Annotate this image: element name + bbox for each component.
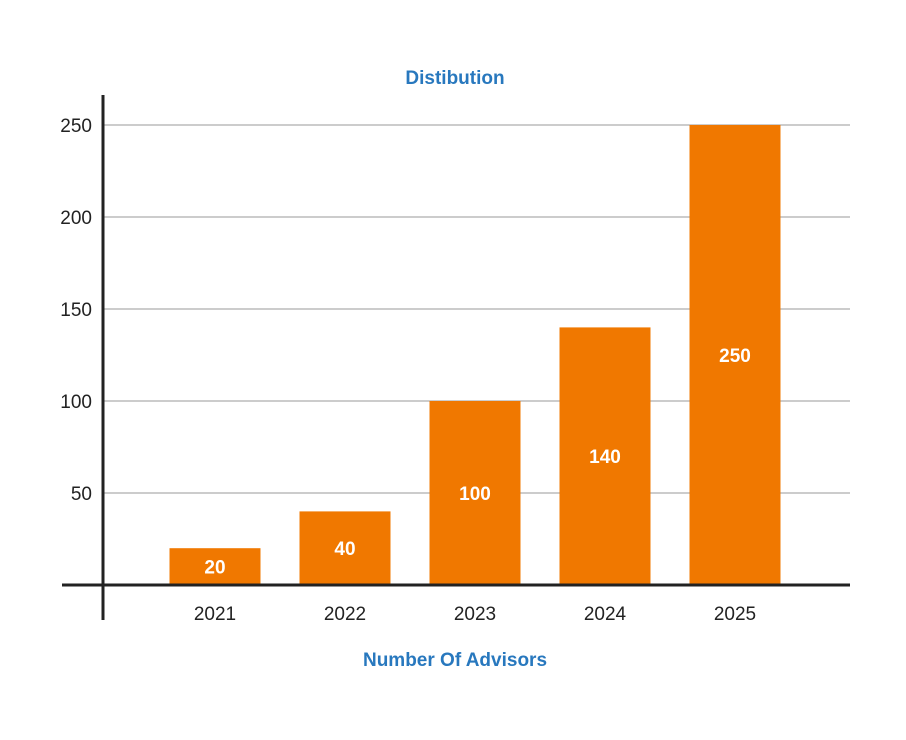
x-axis-title: Number Of Advisors — [363, 650, 547, 671]
y-tick-label: 200 — [60, 208, 92, 229]
data-labels: 20 40 100 140 250 — [204, 346, 750, 579]
data-label: 20 — [204, 558, 225, 579]
data-label: 140 — [589, 447, 621, 468]
bar-2021 — [169, 548, 261, 585]
data-label: 100 — [459, 484, 491, 505]
x-tick-label: 2023 — [454, 604, 496, 625]
x-tick-label: 2021 — [194, 604, 236, 625]
bar-2025 — [689, 125, 781, 585]
data-label: 40 — [334, 539, 355, 560]
x-tick-labels: 2021 2022 2023 2024 2025 — [194, 604, 756, 625]
x-tick-label: 2025 — [714, 604, 756, 625]
chart-title: Distibution — [405, 68, 504, 89]
bar-2022 — [299, 511, 391, 585]
data-label: 250 — [719, 346, 751, 367]
y-tick-label: 250 — [60, 116, 92, 137]
y-tick-label: 50 — [71, 484, 92, 505]
bar-2024 — [559, 327, 651, 585]
x-tick-label: 2024 — [584, 604, 627, 625]
bars — [169, 125, 781, 585]
axes — [62, 95, 850, 620]
y-tick-labels: 50 100 150 200 250 — [60, 116, 92, 505]
bar-2023 — [429, 401, 521, 585]
y-tick-label: 150 — [60, 300, 92, 321]
x-tick-label: 2022 — [324, 604, 366, 625]
y-tick-label: 100 — [60, 392, 92, 413]
